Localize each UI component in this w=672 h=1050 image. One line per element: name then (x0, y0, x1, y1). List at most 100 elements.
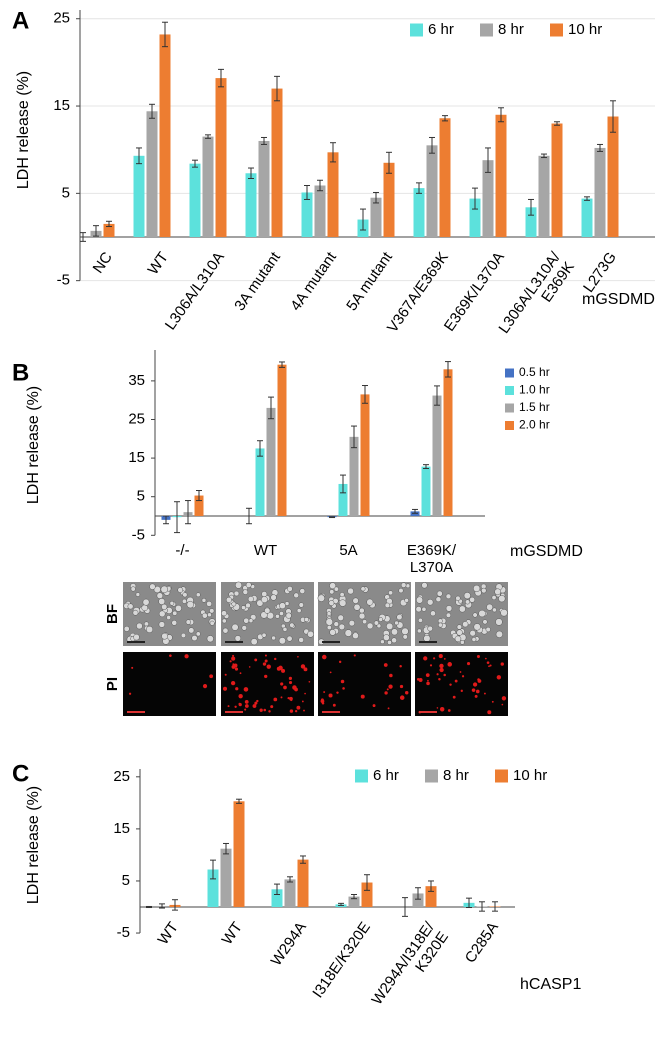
cell (241, 625, 247, 631)
x-tick-label: -/- (175, 542, 190, 559)
bar (271, 88, 283, 237)
cell (263, 708, 267, 712)
bar (495, 114, 507, 237)
cell (286, 635, 293, 642)
cell (372, 704, 376, 708)
error-bar (340, 474, 346, 494)
cell (417, 628, 422, 634)
cell (426, 599, 434, 606)
cell (423, 656, 428, 661)
cell (366, 598, 374, 606)
error-bar (210, 859, 216, 880)
bar (412, 893, 424, 907)
cell (184, 654, 189, 659)
cell (264, 674, 268, 679)
cell (271, 635, 276, 641)
cell (239, 672, 242, 675)
cell (245, 602, 251, 609)
cell (130, 586, 136, 592)
cell (456, 629, 463, 636)
cell (329, 582, 337, 590)
error-bar (162, 21, 168, 48)
cell (495, 618, 503, 626)
cell (455, 595, 461, 601)
cell (195, 592, 201, 598)
cell (234, 635, 242, 642)
cell (433, 657, 436, 660)
error-bar (554, 121, 560, 126)
y-tick-label: 25 (128, 410, 145, 427)
error-bar (373, 191, 379, 204)
cell (339, 592, 345, 598)
cell (180, 632, 187, 639)
error-bar (479, 901, 485, 912)
cell (481, 587, 487, 594)
micrograph-bg (123, 652, 216, 716)
bar (220, 848, 232, 907)
cell (266, 664, 271, 669)
cell (471, 688, 476, 692)
cell (396, 614, 403, 621)
error-bar (106, 220, 112, 228)
cell (401, 627, 409, 635)
bar (297, 859, 309, 907)
cell (283, 685, 287, 690)
cell (430, 610, 436, 617)
cell (344, 629, 353, 637)
cell (254, 701, 258, 705)
cell (445, 612, 452, 618)
error-bar (330, 142, 336, 163)
cell (387, 640, 392, 645)
cell (289, 622, 295, 628)
cell (426, 681, 430, 686)
bar (314, 185, 326, 237)
cell (425, 673, 430, 678)
cell (231, 656, 236, 661)
bar (202, 136, 214, 237)
cell (195, 631, 201, 637)
cell (437, 618, 443, 624)
cell (391, 637, 397, 644)
image-row-label: BF (104, 604, 121, 624)
micrograph (221, 652, 314, 716)
cell (389, 673, 393, 678)
cell (321, 701, 325, 705)
cell (182, 592, 188, 598)
cell (206, 635, 214, 643)
error-bar (351, 894, 357, 900)
cell (298, 602, 304, 608)
cell (287, 586, 293, 592)
cell (202, 684, 208, 689)
bar (426, 145, 438, 237)
y-axis-label: LDH release (%) (15, 71, 32, 189)
y-tick-label: 5 (122, 872, 130, 889)
error-bar (93, 225, 99, 237)
bar (443, 369, 453, 516)
cell (279, 602, 286, 610)
cell (476, 655, 480, 659)
legend-swatch (480, 23, 493, 37)
legend-label: 10 hr (568, 21, 602, 38)
cell (333, 621, 339, 627)
cell (241, 605, 246, 610)
cell (259, 708, 263, 712)
cell (307, 630, 314, 638)
error-bar (472, 187, 478, 210)
legend-label: 1.0 hr (519, 383, 550, 397)
cell (473, 584, 481, 593)
cell (326, 625, 332, 630)
bar (538, 155, 550, 237)
cell (439, 663, 444, 669)
cell (160, 585, 169, 594)
error-bar (174, 501, 180, 534)
cell (149, 583, 156, 590)
cell (463, 592, 471, 600)
cell (383, 634, 390, 641)
error-bar (218, 68, 224, 88)
error-bar (159, 903, 165, 909)
bar (284, 879, 296, 907)
cell (391, 628, 398, 636)
cell (483, 692, 486, 695)
x-tick-label: E369K/ L370A (406, 542, 457, 576)
